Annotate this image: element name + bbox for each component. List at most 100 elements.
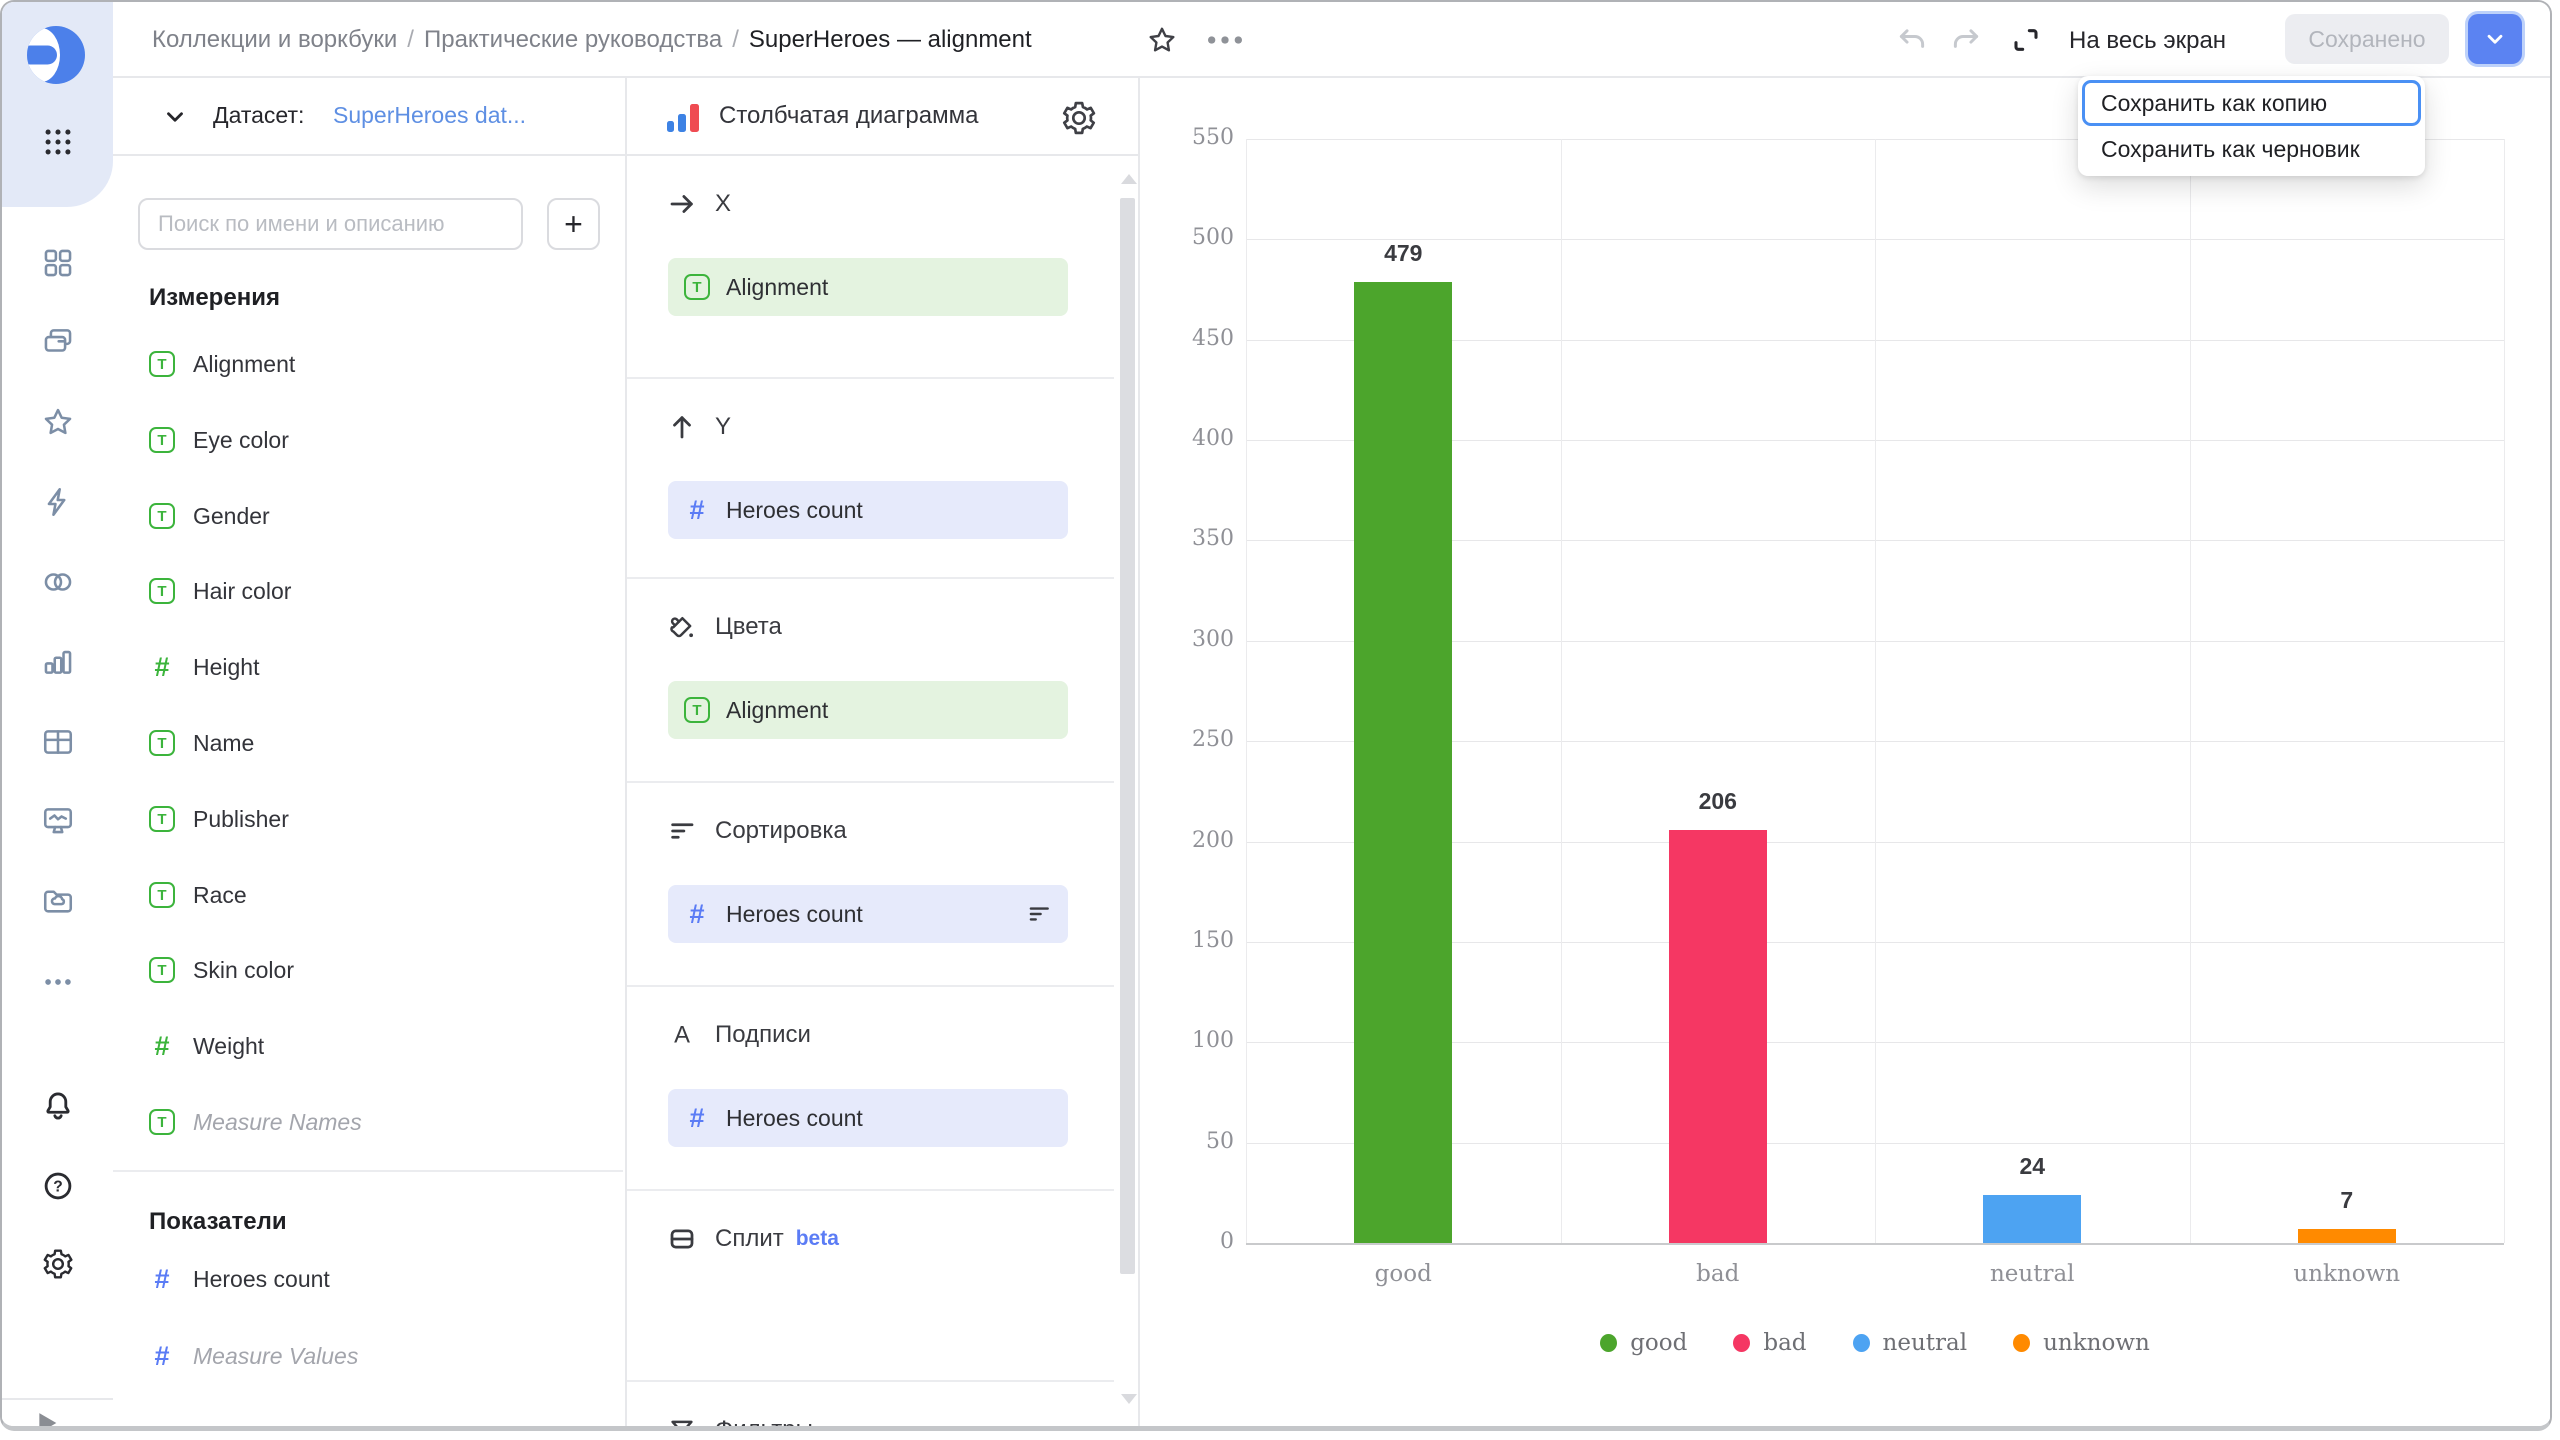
help-icon[interactable]: ? <box>37 1165 79 1207</box>
text-field-icon: T <box>149 957 175 983</box>
scroll-down-icon[interactable] <box>1121 1394 1137 1404</box>
field-label: Eye color <box>193 426 289 453</box>
shortcuts-icon[interactable] <box>37 481 79 523</box>
field-label: Height <box>193 653 260 680</box>
table-icon[interactable] <box>37 721 79 763</box>
chip-label: Alignment <box>726 696 829 723</box>
save-dropdown-button[interactable] <box>2468 14 2522 64</box>
chart-type-label[interactable]: Столбчатая диаграмма <box>719 102 979 129</box>
field-chip-heroes-count[interactable]: # Heroes count <box>668 885 1068 943</box>
field-item[interactable]: T Gender <box>133 496 613 536</box>
chip-label: Heroes count <box>726 1104 863 1131</box>
field-item[interactable]: T Race <box>133 875 613 915</box>
dashboard-squares-icon[interactable] <box>37 242 79 284</box>
chart-preview: 0 50 100 150 200 250 300 350 400 450 500 550 479 good… <box>1140 78 2550 1426</box>
more-icon[interactable] <box>37 961 79 1003</box>
beta-badge: beta <box>795 1227 839 1250</box>
field-item[interactable]: T Skin color <box>133 950 613 990</box>
datalens-logo[interactable] <box>27 26 85 84</box>
config-section-y: Y # Heroes count <box>627 377 1114 577</box>
expand-play-icon[interactable] <box>24 1402 66 1426</box>
arrow-up-icon <box>667 412 697 442</box>
favorites-icon[interactable] <box>37 401 79 443</box>
measures-title: Показатели <box>149 1208 287 1235</box>
field-chip-heroes-count[interactable]: # Heroes count <box>668 481 1068 539</box>
section-divider <box>627 1380 1114 1382</box>
more-options-icon[interactable] <box>1203 30 1247 50</box>
text-field-icon: T <box>149 806 175 832</box>
chip-label: Heroes count <box>726 900 863 927</box>
field-chip-alignment[interactable]: T Alignment <box>668 681 1068 739</box>
relations-icon[interactable] <box>37 561 79 603</box>
breadcrumb-item[interactable]: Коллекции и воркбуки <box>152 26 398 53</box>
redo-icon[interactable] <box>1948 22 1984 58</box>
bar-bad[interactable] <box>1668 829 1767 1243</box>
fullscreen-label[interactable]: На весь экран <box>2069 27 2227 54</box>
search-input[interactable] <box>138 198 523 250</box>
number-field-icon: # <box>689 1103 705 1133</box>
config-header-divider <box>627 154 1138 156</box>
legend-marker-icon <box>1852 1334 1870 1352</box>
save-menu-item[interactable]: Сохранить как копию <box>2082 80 2421 126</box>
notifications-icon[interactable] <box>37 1085 79 1127</box>
section-divider <box>627 985 1114 987</box>
save-button[interactable]: Сохранено <box>2285 14 2449 64</box>
breadcrumb-item[interactable]: Практические руководства <box>423 26 723 53</box>
legend-label: unknown <box>2043 1330 2150 1356</box>
number-field-icon: # <box>154 652 170 682</box>
legend-item-bad[interactable]: bad <box>1733 1330 1807 1356</box>
bar-chart-icon[interactable] <box>37 641 79 683</box>
sort-direction-icon[interactable] <box>1026 901 1052 927</box>
field-item[interactable]: T Hair color <box>133 571 613 611</box>
chart-config-panel: Столбчатая диаграмма X T Alignment Y # Heroes… <box>627 78 1140 1426</box>
dataset-header-divider <box>113 154 625 156</box>
scroll-up-icon[interactable] <box>1121 174 1137 184</box>
collections-icon[interactable] <box>37 321 79 363</box>
text-field-icon: T <box>149 351 175 377</box>
field-label: Alignment <box>193 350 296 377</box>
bar-neutral[interactable] <box>1983 1194 2082 1243</box>
field-item[interactable]: T Measure Names <box>133 1102 613 1142</box>
left-rail: ? <box>2 2 114 1426</box>
text-field-icon: T <box>149 730 175 756</box>
field-item[interactable]: T Alignment <box>133 344 613 384</box>
field-item[interactable]: # Height <box>133 647 613 687</box>
field-label: Measure Values <box>193 1342 359 1369</box>
field-label: Publisher <box>193 805 289 832</box>
legend-item-unknown[interactable]: unknown <box>2013 1330 2150 1356</box>
text-field-icon: T <box>684 697 710 723</box>
field-label: Measure Names <box>193 1108 362 1135</box>
field-item[interactable]: # Heroes count <box>133 1259 613 1299</box>
bar-unknown[interactable] <box>2297 1228 2396 1243</box>
field-item[interactable]: T Name <box>133 723 613 763</box>
fullscreen-icon[interactable] <box>2009 23 2043 57</box>
number-field-icon: # <box>154 1264 170 1294</box>
section-label: Подписи <box>715 1021 811 1048</box>
save-menu: Сохранить как копию Сохранить как чернови… <box>2078 76 2425 176</box>
section-divider <box>627 377 1114 379</box>
monitoring-icon[interactable] <box>37 799 79 841</box>
favorite-star-icon[interactable] <box>1145 23 1179 57</box>
legend-item-neutral[interactable]: neutral <box>1852 1330 1967 1356</box>
legend-item-good[interactable]: good <box>1600 1330 1687 1356</box>
field-item[interactable]: # Weight <box>133 1026 613 1066</box>
text-field-icon: T <box>149 503 175 529</box>
field-item[interactable]: T Eye color <box>133 420 613 460</box>
cloud-folder-icon[interactable] <box>37 879 79 921</box>
settings-icon[interactable] <box>37 1243 79 1285</box>
field-chip-heroes-count[interactable]: # Heroes count <box>668 1089 1068 1147</box>
dataset-collapse-chevron-icon[interactable] <box>161 103 189 131</box>
save-menu-item[interactable]: Сохранить как черновик <box>2101 135 2360 162</box>
config-scrollbar-thumb[interactable] <box>1120 198 1135 1274</box>
add-field-button[interactable]: + <box>547 198 600 250</box>
chart-settings-gear-icon[interactable] <box>1059 98 1099 138</box>
field-chip-alignment[interactable]: T Alignment <box>668 258 1068 316</box>
bar-value-label: 479 <box>1384 239 1423 266</box>
gridline-vertical <box>1560 139 1562 1243</box>
field-item[interactable]: # Measure Values <box>133 1336 613 1376</box>
apps-grid-icon[interactable] <box>37 121 79 163</box>
undo-icon[interactable] <box>1894 22 1930 58</box>
field-item[interactable]: T Publisher <box>133 799 613 839</box>
bar-good[interactable] <box>1354 281 1453 1243</box>
dataset-name-link[interactable]: SuperHeroes dat... <box>333 102 527 128</box>
